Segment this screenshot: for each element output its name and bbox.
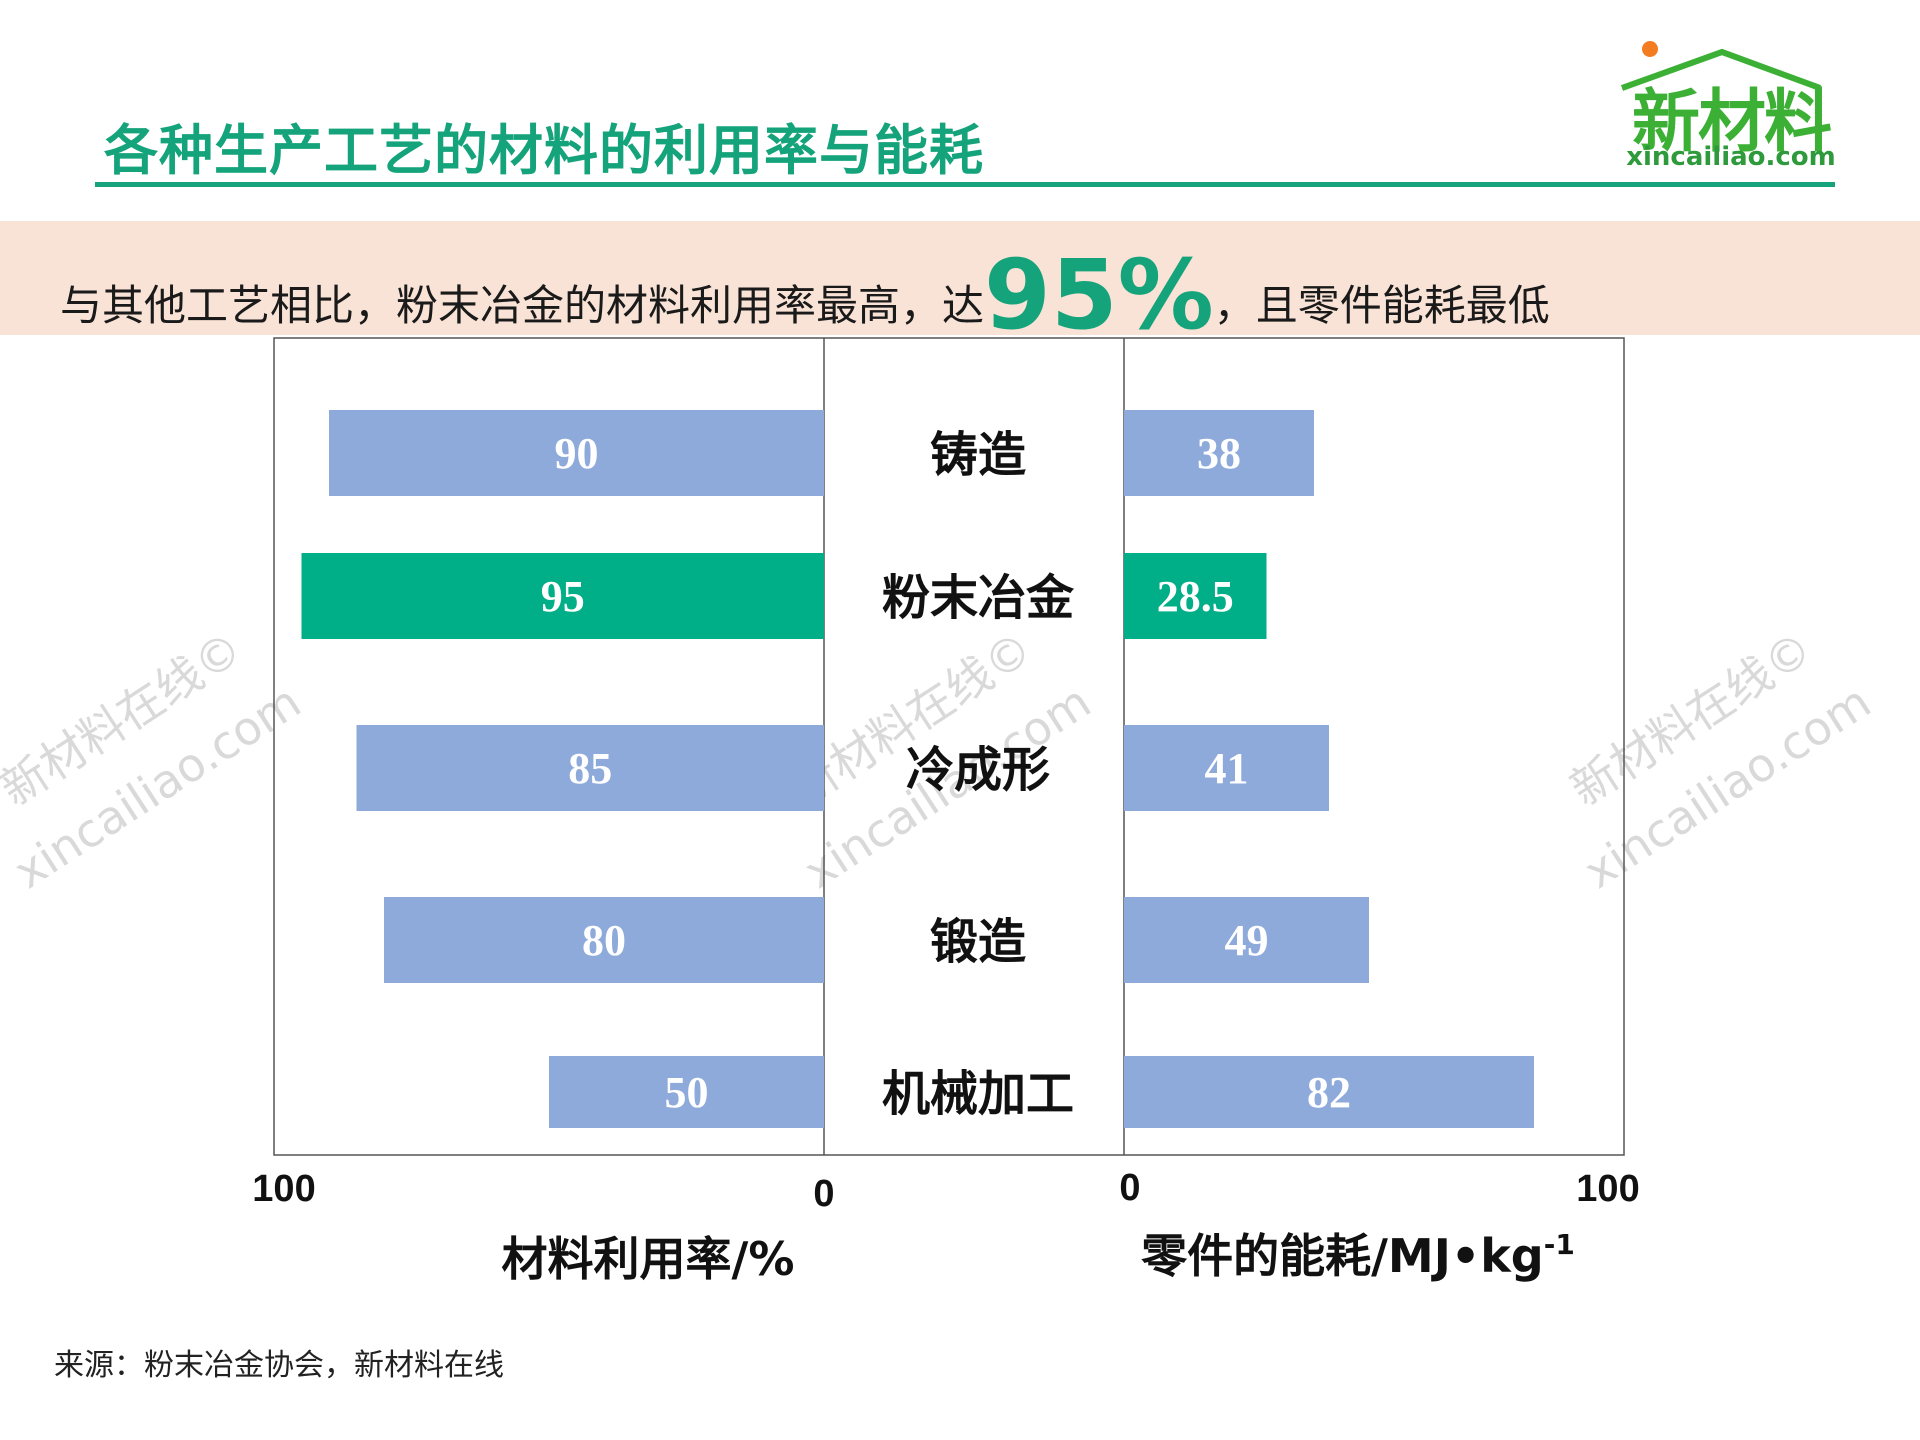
right-axis-max-tick: 100 <box>1576 1168 1639 1210</box>
data-label-utilization: 85 <box>568 744 612 793</box>
brand-logo: 新材料 xincailiao.com <box>1600 36 1850 176</box>
logo-house-icon <box>1620 41 1822 91</box>
butterfly-bar-chart: 新材料在线©xincailiao.com 新材料在线©xincailiao.com… <box>0 337 1880 1286</box>
bar-energy <box>1124 725 1329 811</box>
logo-text: 新材料 <box>1631 83 1832 162</box>
data-label-utilization: 90 <box>555 429 599 478</box>
bar-utilization <box>356 725 824 811</box>
summary-pre: 与其他工艺相比，粉末冶金的材料利用率最高，达 <box>60 281 985 330</box>
logo-url: xincailiao.com <box>1626 142 1836 172</box>
summary-banner: 与其他工艺相比，粉末冶金的材料利用率最高，达95%，且零件能耗最低 <box>0 221 1920 351</box>
category-label: 粉末冶金 <box>882 570 1075 626</box>
category-label: 铸造 <box>930 427 1026 483</box>
data-label-energy: 82 <box>1307 1068 1351 1117</box>
left-axis-title: 材料利用率/% <box>502 1232 795 1286</box>
bar-energy <box>1124 1056 1534 1128</box>
source-note: 来源：粉末冶金协会，新材料在线 <box>54 1348 504 1383</box>
page-title: 各种生产工艺的材料的利用率与能耗 <box>104 119 984 182</box>
left-axis-zero-tick: 0 <box>813 1173 834 1215</box>
right-axis-title-exponent: -1 <box>1544 1228 1575 1261</box>
category-label: 机械加工 <box>882 1066 1074 1122</box>
data-label-utilization: 50 <box>665 1068 709 1117</box>
data-label-utilization: 80 <box>582 916 626 965</box>
category-label: 锻造 <box>930 914 1026 970</box>
right-axis-zero-tick: 0 <box>1119 1167 1140 1209</box>
summary-post: ，且零件能耗最低 <box>1213 281 1550 330</box>
bar-energy <box>1124 897 1369 983</box>
data-label-energy: 38 <box>1197 429 1241 478</box>
title-divider <box>95 182 1835 187</box>
bar-utilization <box>301 553 824 639</box>
data-label-energy: 28.5 <box>1157 572 1234 621</box>
data-label-energy: 49 <box>1225 916 1269 965</box>
category-label: 冷成形 <box>906 742 1050 798</box>
bar-utilization <box>329 410 824 496</box>
summary-highlight: 95% <box>984 239 1214 351</box>
bar-energy <box>1124 553 1267 639</box>
right-axis-title: 零件的能耗/MJ•kg-1 <box>1141 1228 1575 1283</box>
data-label-utilization: 95 <box>541 572 585 621</box>
bar-energy <box>1124 410 1314 496</box>
left-axis-max-tick: 100 <box>252 1168 315 1210</box>
bar-utilization <box>549 1056 824 1128</box>
data-label-energy: 41 <box>1205 744 1249 793</box>
summary-text: 与其他工艺相比，粉末冶金的材料利用率最高，达95%，且零件能耗最低 <box>60 239 1550 351</box>
bar-utilization <box>384 897 824 983</box>
plot-frame <box>273 337 1625 1156</box>
